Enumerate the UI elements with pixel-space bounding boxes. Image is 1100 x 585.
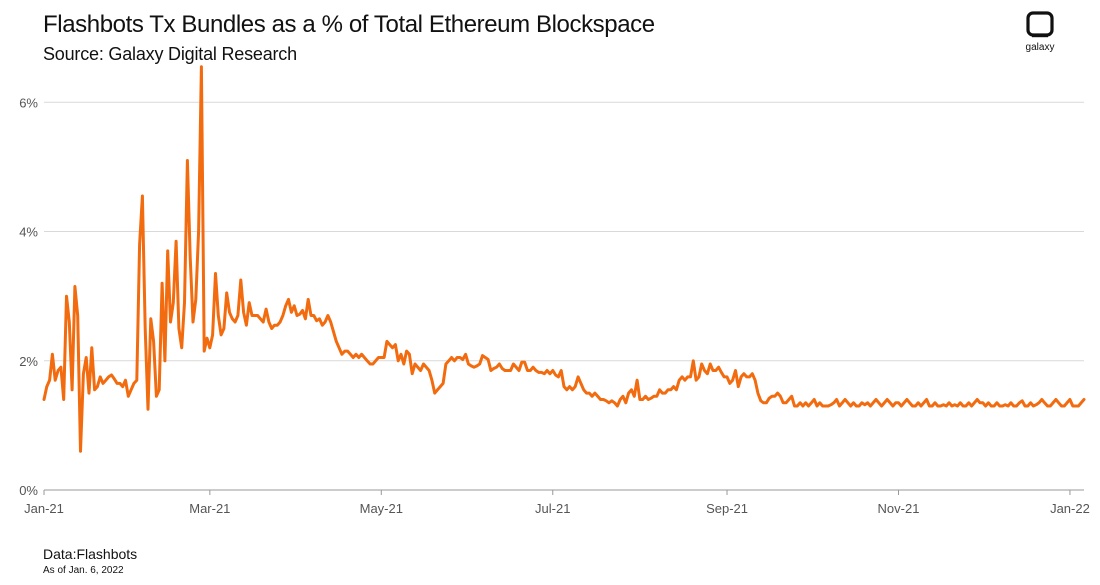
galaxy-logo: galaxy <box>1020 10 1060 53</box>
x-axis: Jan-21 Mar-21 May-21 Jul-21 Sep-21 Nov-21 Jan-… <box>24 489 1090 516</box>
logo-text: galaxy <box>1025 42 1055 53</box>
x-tick-label: Mar-21 <box>189 501 230 516</box>
x-tick-label: Sep-21 <box>706 501 748 516</box>
gridlines <box>44 101 1084 362</box>
galaxy-logo-icon <box>1026 11 1054 38</box>
series-line <box>42 65 1086 453</box>
series <box>42 65 1086 453</box>
y-tick-label: 6% <box>19 95 38 110</box>
x-tick-label: Jul-21 <box>535 501 570 516</box>
y-tick-label: 4% <box>19 225 38 240</box>
x-tick-label: Jan-21 <box>24 501 64 516</box>
as-of-date-note: As of Jan. 6, 2022 <box>43 565 124 576</box>
x-tick-label: Jan-22 <box>1050 501 1090 516</box>
y-tick-label: 0% <box>19 483 38 498</box>
y-axis: 0% 2% 4% 6% <box>19 95 38 498</box>
y-tick-label: 2% <box>19 354 38 369</box>
chart-subtitle: Source: Galaxy Digital Research <box>43 44 297 64</box>
data-source-note: Data:Flashbots <box>43 546 138 562</box>
x-tick-label: May-21 <box>360 501 403 516</box>
chart-title: Flashbots Tx Bundles as a % of Total Eth… <box>43 11 655 38</box>
x-tick-label: Nov-21 <box>878 501 920 516</box>
